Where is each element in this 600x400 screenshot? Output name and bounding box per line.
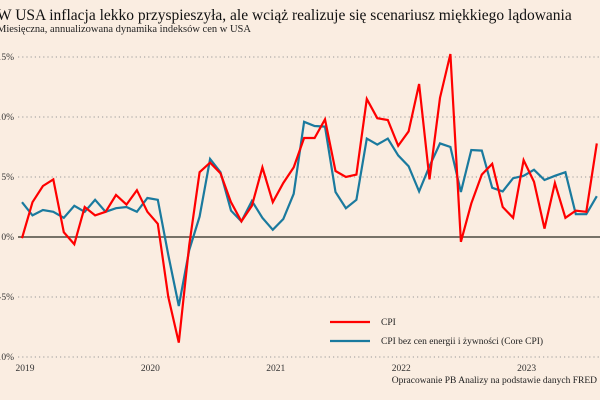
x-tick-label: 2022 xyxy=(392,364,411,374)
y-tick-label: 5% xyxy=(1,173,14,183)
y-tick-label: 15% xyxy=(0,53,14,63)
y-tick-label: -5% xyxy=(0,293,14,303)
legend: CPI CPI bez cen energii i żywności (Core… xyxy=(330,318,543,347)
x-axis-ticks: 2019 2020 2021 2022 2023 xyxy=(16,364,537,374)
source-note: Opracowanie PB Analizy na podstawie dany… xyxy=(392,376,597,386)
y-tick-label: 0% xyxy=(1,233,14,243)
chart-subtitle: Miesięczna, annualizowana dynamika indek… xyxy=(0,24,251,35)
y-tick-label: -10% xyxy=(0,353,14,363)
series-lines xyxy=(20,53,598,343)
x-tick-label: 2023 xyxy=(517,364,536,374)
x-tick-label: 2021 xyxy=(266,364,285,374)
x-tick-label: 2020 xyxy=(141,364,160,374)
legend-label-cpi: CPI xyxy=(381,318,396,328)
chart-title: W USA inflacja lekko przyspieszyła, ale … xyxy=(0,7,572,24)
gridlines xyxy=(18,56,600,358)
y-tick-label: 10% xyxy=(0,113,14,123)
series-line-core-cpi xyxy=(21,120,598,307)
y-axis-ticks: 15% 10% 5% 0% -5% -10% xyxy=(0,53,14,363)
legend-label-core-cpi: CPI bez cen energii i żywności (Core CPI… xyxy=(381,336,543,347)
series-line-cpi xyxy=(20,53,598,343)
x-tick-label: 2019 xyxy=(16,364,35,374)
